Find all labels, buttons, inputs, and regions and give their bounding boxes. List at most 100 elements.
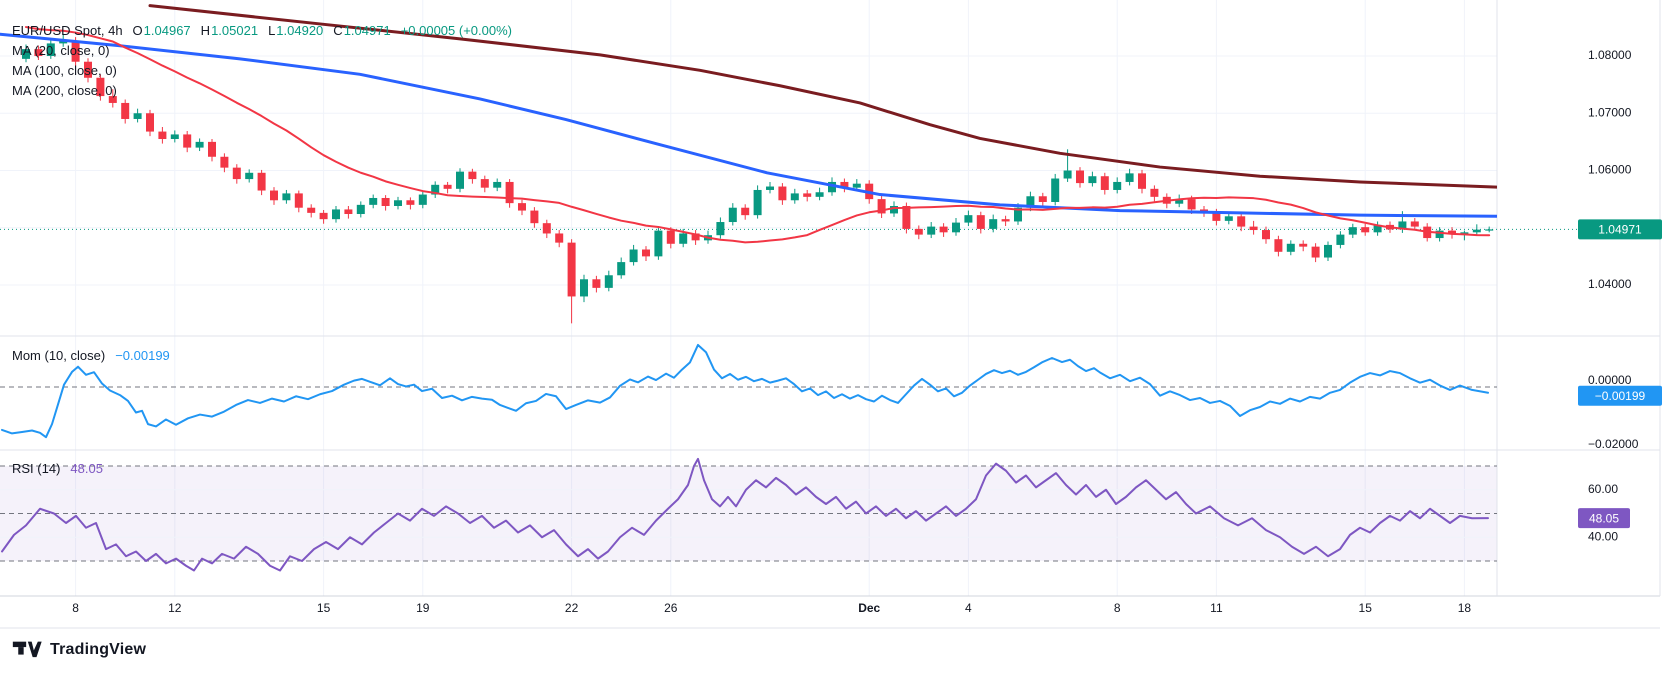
momentum-value-badge: −0.00199 [1578,385,1662,406]
candle-body [728,207,737,223]
ma200-legend-row[interactable]: MA (200, close, 0) [12,81,512,101]
close-label: C [333,23,343,38]
candle-body [96,77,105,97]
candle-body [1224,216,1233,221]
candle-body [1274,239,1283,252]
rsi-value-badge-text: 48.05 [1589,511,1619,525]
dashed-levels [0,386,1497,562]
ma100-legend-label: MA (100, close, 0) [12,63,117,78]
candle-body [394,200,402,206]
candle-body [1100,176,1109,190]
candle-body [133,113,142,119]
candle-body [294,193,303,208]
candle-body [1249,226,1258,231]
candle-body [456,171,464,189]
candle-body [1212,212,1221,221]
candle-body [406,200,415,205]
candle-body [815,192,824,197]
candle-body [1051,178,1060,202]
high-label: H [200,23,211,38]
axis-label: 0.00000 [1588,373,1632,387]
momentum-title: Mom (10, close) [12,348,106,363]
candle-body [356,204,365,215]
candle-body [964,215,973,223]
moving-averages [0,4,1497,244]
candle-body [852,183,861,188]
candle-body [208,141,216,157]
candle-body [418,194,427,205]
candle-body [778,186,787,201]
candle-body [803,193,812,197]
symbol-legend-row[interactable]: EUR/USD Spot, 4h O1.04967 H1.05021 L1.04920… [12,21,512,41]
candle-body [1001,219,1010,222]
rsi-value-badge: 48.05 [1578,508,1630,529]
tradingview-logo[interactable]: TradingView [12,638,146,662]
time-axis[interactable]: 8 12 15 19 22 26 Dec 4 8 11 15 18 [72,601,1471,615]
candle-body [914,228,923,235]
momentum-legend-row[interactable]: Mom (10, close) −0.00199 [12,346,170,366]
candle-body [1038,196,1047,202]
axis-label: 1.08000 [1588,48,1632,62]
close-value: 1.04971 [343,23,391,38]
rsi-series[interactable] [1,457,1489,572]
candle-body [257,172,266,191]
change-value: +0.00005 (+0.00%) [400,23,512,38]
symbol-title: EUR/USD Spot, 4h [12,23,123,38]
candle-body [989,219,998,229]
candle-body [71,40,80,62]
high-value: 1.05021 [211,23,259,38]
candle-body [617,262,626,276]
ma100-legend-row[interactable]: MA (100, close, 0) [12,61,512,81]
time-axis-label: 11 [1210,601,1223,615]
price-axis[interactable]: 1.08000 1.07000 1.06000 1.04000 0.00000 −0.02… [1588,48,1639,543]
candle-body [270,190,278,201]
time-axis-label: 22 [565,601,579,615]
candle-body [1348,227,1357,235]
candle-body [1138,173,1146,189]
candle-body [1336,234,1345,245]
current-price-badge-text: 1.04971 [1598,223,1642,237]
candle-body [902,205,911,229]
candle-body [319,212,328,220]
candle-body [592,279,601,288]
momentum-series[interactable] [1,343,1489,439]
candle-body [84,61,92,78]
candle-body [108,96,117,103]
candle-body [1485,229,1494,231]
candle-body [604,275,613,288]
candle-body [34,49,43,56]
time-axis-label: 26 [664,601,678,615]
candle-body [1448,230,1456,235]
time-axis-label: 8 [72,601,79,615]
candle-body [1175,199,1184,204]
candle-body [716,222,725,236]
time-axis-label: 15 [1359,601,1373,615]
candle-body [1299,243,1308,247]
candle-body [381,197,390,206]
candle-body [1014,207,1022,222]
candle-body [877,199,886,214]
chart-canvas[interactable]: 1.08000 1.07000 1.06000 1.04000 0.00000 −0.02… [0,0,1674,630]
axis-label: 40.00 [1588,529,1618,543]
candle-body [1373,224,1382,233]
candle-body [741,207,750,216]
candle-body [691,233,700,241]
rsi-legend-row[interactable]: RSI (14) 48.05 [12,459,103,479]
candle-body [976,215,985,229]
candle-body [580,279,588,297]
ma20-legend-row[interactable]: MA (20, close, 0) [12,41,512,61]
candle-body [146,113,154,132]
candle-body [59,40,68,44]
low-value: 1.04920 [276,23,324,38]
candle-body [1361,227,1370,233]
candle-body [170,134,179,140]
candle-body [890,205,898,214]
candle-body [642,249,650,257]
rsi-title: RSI (14) [12,461,61,476]
candle-body [46,43,55,56]
open-label: O [132,23,143,38]
candle-body [828,181,836,193]
candle-body [1150,188,1159,197]
candle-body [1187,199,1196,210]
candle-body [232,167,241,180]
